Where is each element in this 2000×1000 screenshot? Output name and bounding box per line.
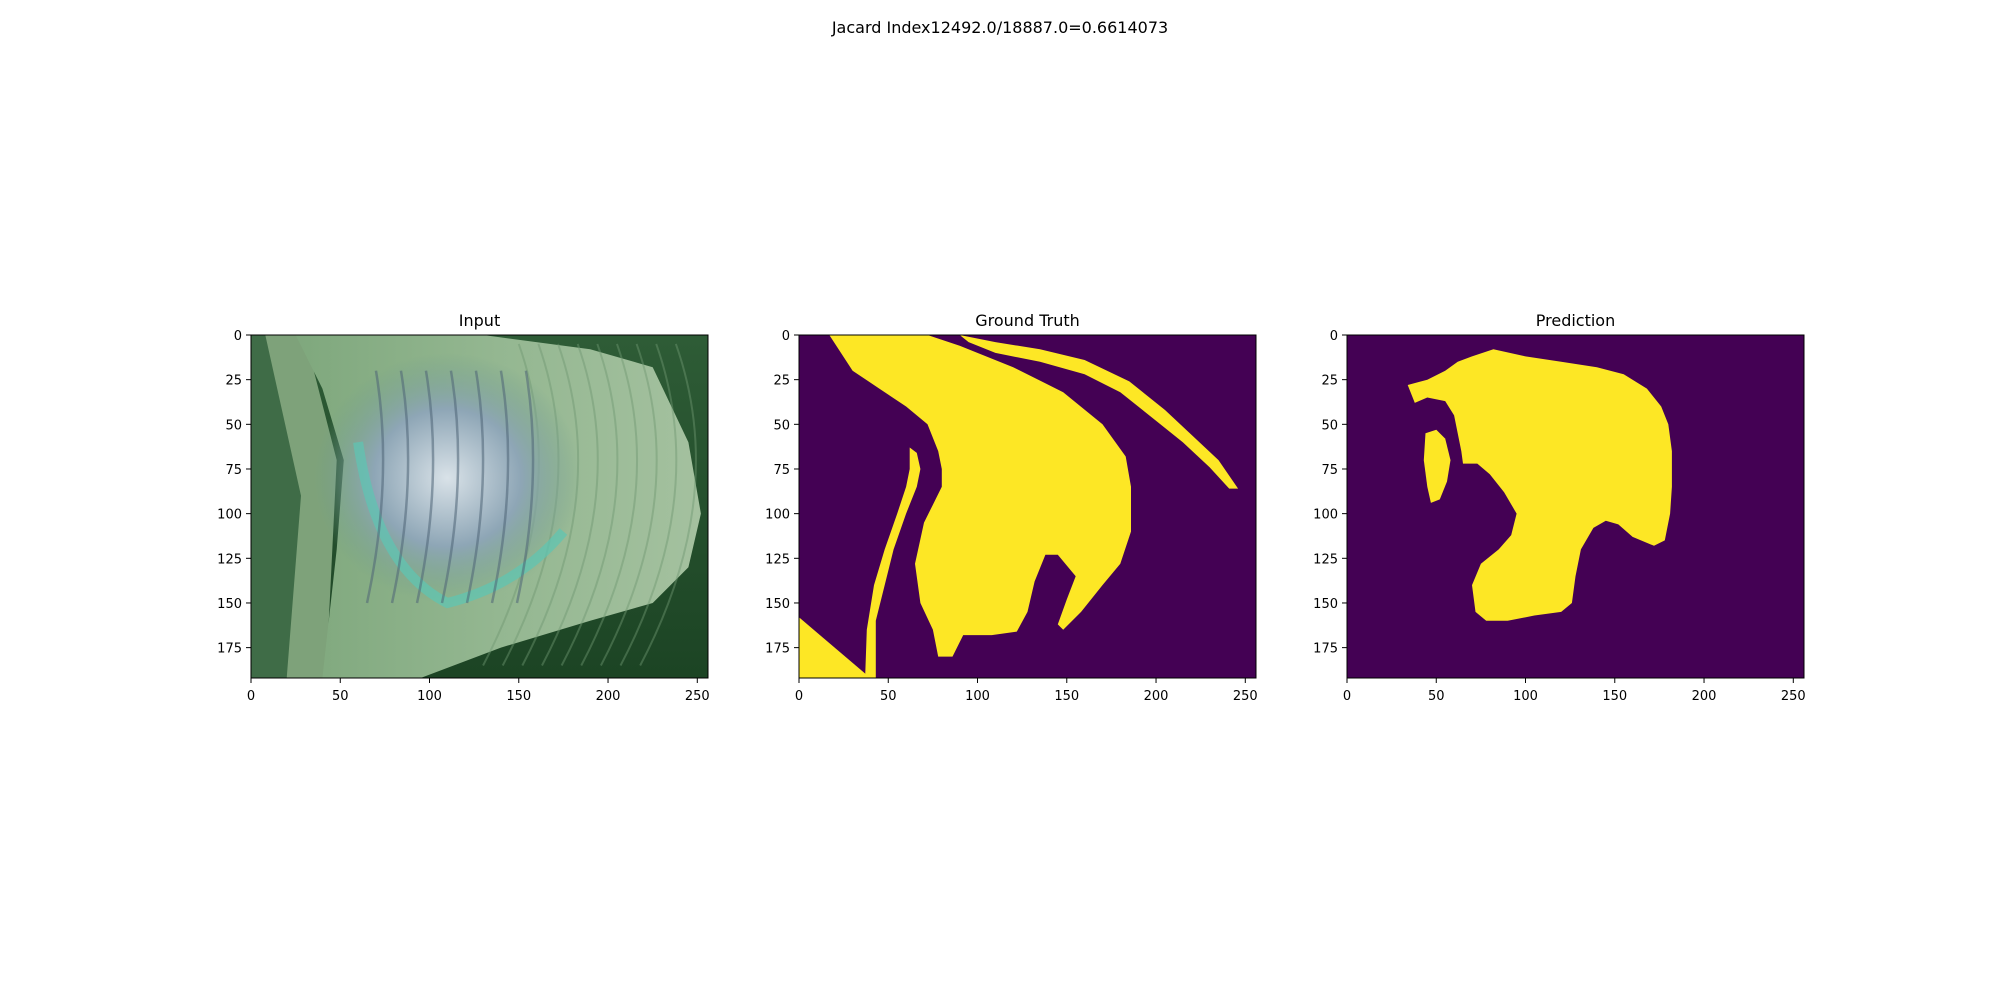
leaf-vein [600,343,658,666]
x-tick-label: 150 [1602,689,1627,704]
y-tick-label: 175 [765,642,790,657]
ground-truth-image [799,335,1256,678]
x-tick-label: 200 [596,689,621,704]
input-axes-frame [250,334,709,679]
prediction-axes-frame [1346,334,1805,679]
x-tick-label: 250 [1781,689,1806,704]
leaf-vein [580,343,639,666]
prediction-title: Prediction [1536,311,1615,330]
y-tick-label: 75 [1321,463,1338,478]
ground-truth-region-inner-strip [865,447,921,678]
x-tick-label: 100 [1513,689,1538,704]
ground-truth-axes-frame [798,334,1257,679]
leaf-left-edge [265,335,337,678]
x-tick-label: 0 [247,689,255,704]
leaf-vein [541,343,599,666]
leaf-lesion [313,352,582,603]
x-tick-label: 50 [332,689,349,704]
leaf-vein [560,343,619,666]
x-tick-label: 250 [685,689,710,704]
y-tick-label: 0 [782,329,790,344]
y-tick-label: 125 [1313,552,1338,567]
lesion-streak [440,370,460,604]
y-tick-label: 175 [1313,642,1338,657]
y-tick-label: 25 [1321,374,1338,389]
input-title: Input [459,311,500,330]
lesion-streak [490,370,510,604]
prediction-region-small-blob [1423,429,1451,503]
lesion-streak [365,370,385,604]
y-tick-label: 25 [225,374,242,389]
x-tick-label: 50 [880,689,897,704]
x-tick-label: 200 [1144,689,1169,704]
x-tick-label: 100 [417,689,442,704]
y-tick-label: 175 [217,642,242,657]
input-image [251,335,708,678]
x-tick-label: 150 [506,689,531,704]
prediction-region-lesion [1407,349,1672,621]
lesion-streak [390,370,410,604]
y-tick-label: 0 [1330,329,1338,344]
y-tick-label: 25 [773,374,790,389]
prediction-panel: Prediction 0 50 100 150 200 250 0 25 50 75 100 125 15… [1313,311,1806,704]
y-tick-label: 150 [1313,597,1338,612]
x-tick-label: 100 [965,689,990,704]
y-tick-label: 75 [773,463,790,478]
y-tick-label: 50 [225,418,242,433]
y-tick-label: 0 [234,329,242,344]
x-tick-label: 250 [1233,689,1258,704]
y-tick-label: 75 [225,463,242,478]
y-tick-label: 50 [773,418,790,433]
lesion-streak [515,370,535,604]
figure-title: Jacard Index12492.0/18887.0=0.6614073 [831,18,1168,37]
leaf-vein [639,343,697,666]
ground-truth-region-corner-wedge [799,617,871,678]
x-tick-label: 150 [1054,689,1079,704]
y-tick-label: 150 [765,597,790,612]
y-tick-label: 100 [217,508,242,523]
leaf-vein [619,343,678,666]
y-tick-label: 150 [217,597,242,612]
input-panel: Input 0 50 100 150 200 250 0 25 50 75 100 125 150 175 [217,311,710,704]
ground-truth-region-lesion [829,335,1131,657]
x-tick-label: 0 [1343,689,1351,704]
x-tick-label: 0 [795,689,803,704]
ground-truth-title: Ground Truth [975,311,1080,330]
lesion-streak [415,370,435,604]
y-tick-label: 100 [1313,508,1338,523]
y-tick-label: 125 [765,552,790,567]
x-tick-label: 200 [1692,689,1717,704]
y-tick-label: 50 [1321,418,1338,433]
y-tick-label: 100 [765,508,790,523]
x-tick-label: 50 [1428,689,1445,704]
prediction-image [1347,335,1804,678]
y-tick-label: 125 [217,552,242,567]
lesion-streak [465,370,485,604]
ground-truth-panel: Ground Truth 0 50 100 150 200 250 0 25 50 75 100 125… [765,311,1258,704]
